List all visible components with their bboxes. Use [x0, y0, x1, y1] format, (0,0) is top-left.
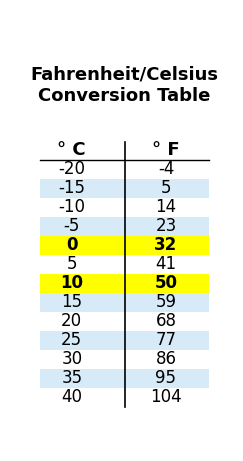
Text: ° C: ° C: [58, 141, 86, 159]
Text: -4: -4: [158, 160, 174, 178]
Text: 15: 15: [61, 293, 82, 311]
Text: 40: 40: [61, 388, 82, 406]
FancyBboxPatch shape: [40, 236, 209, 254]
Text: -20: -20: [58, 160, 85, 178]
Text: Fahrenheit/Celsius
Conversion Table: Fahrenheit/Celsius Conversion Table: [31, 66, 218, 105]
Text: 23: 23: [155, 217, 177, 235]
Text: -5: -5: [64, 217, 80, 235]
Text: 86: 86: [156, 350, 176, 368]
Text: 32: 32: [154, 236, 178, 254]
Text: 0: 0: [66, 236, 78, 254]
Text: 14: 14: [156, 198, 176, 216]
Text: ° F: ° F: [152, 141, 180, 159]
Text: 95: 95: [156, 369, 176, 387]
FancyBboxPatch shape: [40, 274, 209, 293]
Text: -15: -15: [58, 179, 85, 197]
Text: 30: 30: [61, 350, 82, 368]
FancyBboxPatch shape: [40, 369, 209, 388]
Text: 5: 5: [161, 179, 171, 197]
Text: 20: 20: [61, 312, 82, 330]
Text: 59: 59: [156, 293, 176, 311]
Text: 50: 50: [155, 274, 177, 292]
Text: 10: 10: [60, 274, 83, 292]
Text: 35: 35: [61, 369, 82, 387]
Text: 104: 104: [150, 388, 182, 406]
Text: 68: 68: [156, 312, 176, 330]
Text: -10: -10: [58, 198, 85, 216]
Text: 25: 25: [61, 331, 82, 349]
FancyBboxPatch shape: [40, 331, 209, 350]
FancyBboxPatch shape: [40, 293, 209, 312]
Text: 5: 5: [67, 255, 77, 273]
Text: 41: 41: [156, 255, 176, 273]
FancyBboxPatch shape: [40, 217, 209, 236]
FancyBboxPatch shape: [40, 178, 209, 198]
Text: 77: 77: [156, 331, 176, 349]
